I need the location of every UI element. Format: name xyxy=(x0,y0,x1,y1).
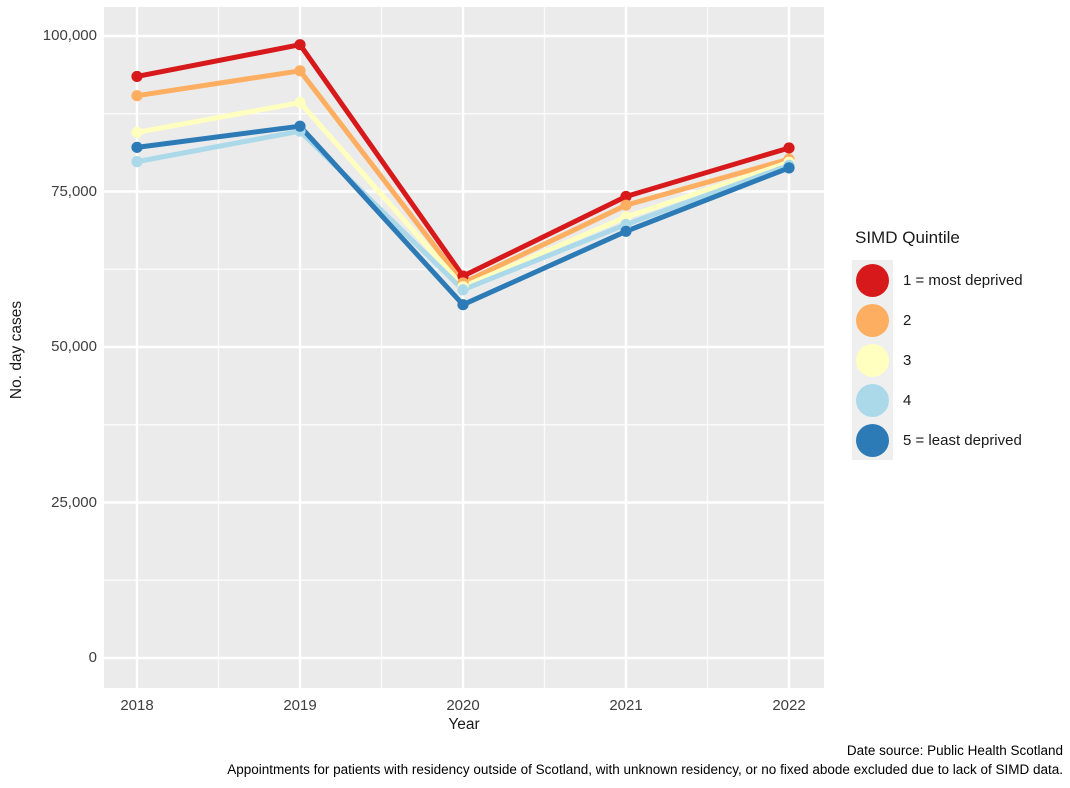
legend-item-label: 1 = most deprived xyxy=(903,271,1023,289)
legend-key xyxy=(852,260,893,300)
data-point-q5-2019 xyxy=(294,120,306,132)
data-point-q5-2020 xyxy=(457,299,469,311)
caption: Date source: Public Health Scotland Appo… xyxy=(227,742,1063,779)
legend-key xyxy=(852,340,893,380)
caption-source-line: Date source: Public Health Scotland xyxy=(846,743,1063,758)
data-point-q1-2021 xyxy=(620,190,632,203)
legend-dot-icon xyxy=(856,383,889,417)
data-point-q2-2021 xyxy=(620,199,632,211)
legend-title: SIMD Quintile xyxy=(855,228,960,247)
legend-item-q2: 2 xyxy=(852,300,1023,340)
data-point-q3-2019 xyxy=(294,96,306,109)
data-point-q4-2020 xyxy=(457,284,469,296)
x-tick-label: 2019 xyxy=(283,697,317,714)
legend-dot-icon xyxy=(856,423,889,457)
y-axis-title: No. day cases xyxy=(8,300,25,400)
y-tick-label: 100,000 xyxy=(42,27,97,44)
legend-item-label: 5 = least deprived xyxy=(903,431,1022,449)
y-tick-label: 25,000 xyxy=(51,493,97,511)
legend-item-q1: 1 = most deprived xyxy=(852,260,1023,300)
data-point-q5-2021 xyxy=(620,225,632,237)
x-axis-title: Year xyxy=(448,716,480,733)
legend-dot-icon xyxy=(856,263,889,297)
legend-key xyxy=(852,380,893,420)
legend-dot-icon xyxy=(856,343,889,377)
data-point-q2-2019 xyxy=(294,65,306,77)
legend-key xyxy=(852,300,893,340)
plot-panel xyxy=(104,7,824,688)
caption-note-line: Appointments for patients with residency… xyxy=(227,761,1063,777)
y-tick-label: 50,000 xyxy=(51,338,97,355)
legend-item-q4: 4 xyxy=(852,380,1023,420)
data-point-q1-2022 xyxy=(783,142,795,154)
legend-item-q3: 3 xyxy=(852,340,1023,380)
plot-area xyxy=(104,7,824,688)
x-tick-label: 2022 xyxy=(772,697,806,714)
legend-item-label: 2 xyxy=(903,311,912,329)
legend-item-label: 4 xyxy=(903,391,912,409)
legend: SIMD Quintile 1 = most deprived 2 3 4 5 = le… xyxy=(852,228,1023,460)
legend-items: 1 = most deprived 2 3 4 5 = least deprived xyxy=(852,260,1023,460)
x-tick-label: 2020 xyxy=(446,697,480,714)
y-tick-label: 0 xyxy=(88,649,97,666)
data-point-q3-2018 xyxy=(131,126,143,139)
legend-item-q5: 5 = least deprived xyxy=(852,420,1023,460)
y-tick-label: 75,000 xyxy=(51,182,97,200)
legend-item-label: 3 xyxy=(903,351,912,369)
data-point-q5-2018 xyxy=(131,141,143,153)
data-point-q1-2018 xyxy=(131,70,143,83)
legend-dot-icon xyxy=(856,303,889,337)
legend-key xyxy=(852,420,893,460)
data-point-q1-2019 xyxy=(294,39,306,51)
data-point-q4-2018 xyxy=(131,156,143,168)
x-tick-label: 2018 xyxy=(120,697,154,714)
data-point-q2-2018 xyxy=(131,90,143,102)
data-point-q5-2022 xyxy=(783,162,795,174)
x-tick-label: 2021 xyxy=(609,697,643,714)
